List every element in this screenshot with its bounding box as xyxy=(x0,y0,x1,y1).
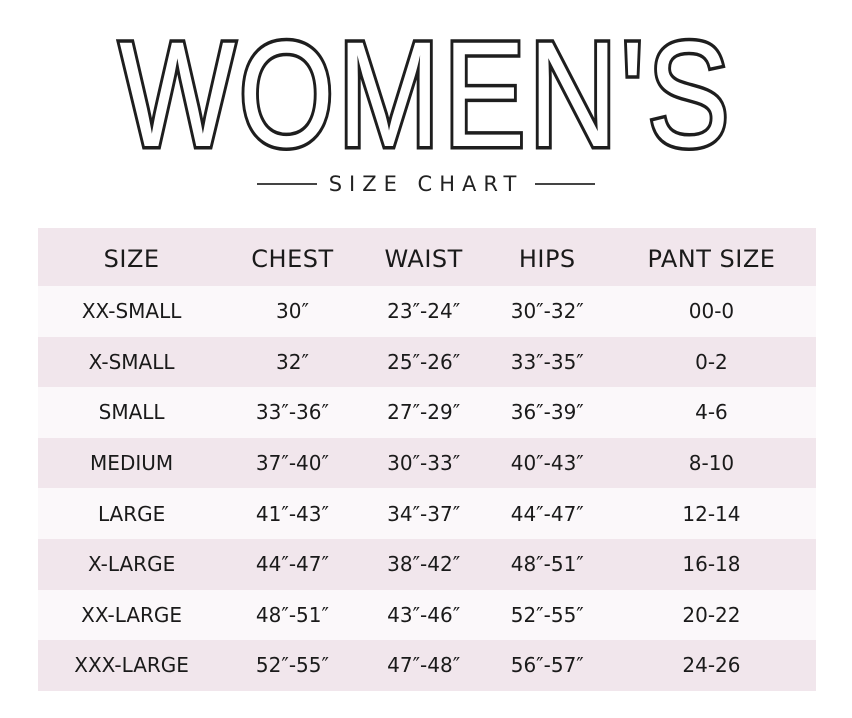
table-cell: 36″-39″ xyxy=(487,387,607,438)
column-header: PANT SIZE xyxy=(606,228,816,286)
table-cell: 20-22 xyxy=(606,589,816,641)
column-header: SIZE xyxy=(38,228,226,286)
table-cell: 12-14 xyxy=(606,488,816,539)
table-row: X-LARGE 44″-47″ 38″-42″ 48″-51″ 16-18 xyxy=(38,538,816,590)
table-header: SIZE CHEST WAIST HIPS PANT SIZE xyxy=(38,228,816,286)
table-cell: 40″-43″ xyxy=(487,437,607,489)
table-cell: 33″-35″ xyxy=(487,336,607,388)
table-row: XX-LARGE 48″-51″ 43″-46″ 52″-55″ 20-22 xyxy=(38,589,816,641)
table-cell: 38″-42″ xyxy=(359,538,488,590)
table-cell: 30″-33″ xyxy=(359,437,488,489)
table-cell: 30″ xyxy=(225,286,360,337)
column-header: HIPS xyxy=(487,228,607,286)
table-row: MEDIUM 37″-40″ 30″-33″ 40″-43″ 8-10 xyxy=(38,437,816,489)
table-cell: 16-18 xyxy=(606,538,816,590)
table-cell: 8-10 xyxy=(606,437,816,489)
size-table: SIZE CHEST WAIST HIPS PANT SIZE XX-SMALL 30″ 2… xyxy=(38,228,816,691)
table-cell: 37″-40″ xyxy=(225,437,360,489)
table-cell: XX-SMALL xyxy=(38,286,226,337)
table-cell: XX-LARGE xyxy=(38,589,226,641)
table-cell: 25″-26″ xyxy=(359,336,488,388)
table-cell: 52″-55″ xyxy=(225,640,360,691)
table-cell: 41″-43″ xyxy=(225,488,360,539)
column-header: CHEST xyxy=(225,228,360,286)
table-cell: 47″-48″ xyxy=(359,640,488,691)
subtitle-group: SIZE CHART xyxy=(0,172,852,196)
table-row: SMALL 33″-36″ 27″-29″ 36″-39″ 4-6 xyxy=(38,387,816,438)
divider-right xyxy=(535,183,596,185)
table-row: XXX-LARGE 52″-55″ 47″-48″ 56″-57″ 24-26 xyxy=(38,640,816,691)
page-title: WOMEN'S xyxy=(116,10,733,178)
table-cell: X-SMALL xyxy=(38,336,226,388)
table-cell: 23″-24″ xyxy=(359,286,488,337)
table-cell: 32″ xyxy=(225,336,360,388)
table-cell: 52″-55″ xyxy=(487,589,607,641)
table-row: XX-SMALL 30″ 23″-24″ 30″-32″ 00-0 xyxy=(38,286,816,337)
subtitle: SIZE CHART xyxy=(328,172,524,196)
table-cell: XXX-LARGE xyxy=(38,640,226,691)
table-cell: X-LARGE xyxy=(38,538,226,590)
table-cell: 56″-57″ xyxy=(487,640,607,691)
table-cell: 0-2 xyxy=(606,336,816,388)
table-cell: 44″-47″ xyxy=(225,538,360,590)
table-cell: 00-0 xyxy=(606,286,816,337)
divider-left xyxy=(256,183,317,185)
table-cell: MEDIUM xyxy=(38,437,226,489)
table-cell: 44″-47″ xyxy=(487,488,607,539)
table-cell: 33″-36″ xyxy=(225,387,360,438)
table-cell: 43″-46″ xyxy=(359,589,488,641)
table-cell: 4-6 xyxy=(606,387,816,438)
table-cell: 48″-51″ xyxy=(487,538,607,590)
table-cell: SMALL xyxy=(38,387,226,438)
table-row: LARGE 41″-43″ 34″-37″ 44″-47″ 12-14 xyxy=(38,488,816,539)
table-cell: 34″-37″ xyxy=(359,488,488,539)
table-cell: 30″-32″ xyxy=(487,286,607,337)
table-cell: 24-26 xyxy=(606,640,816,691)
column-header: WAIST xyxy=(359,228,488,286)
table-row: X-SMALL 32″ 25″-26″ 33″-35″ 0-2 xyxy=(38,336,816,388)
table-cell: 27″-29″ xyxy=(359,387,488,438)
table-cell: LARGE xyxy=(38,488,226,539)
table-cell: 48″-51″ xyxy=(225,589,360,641)
